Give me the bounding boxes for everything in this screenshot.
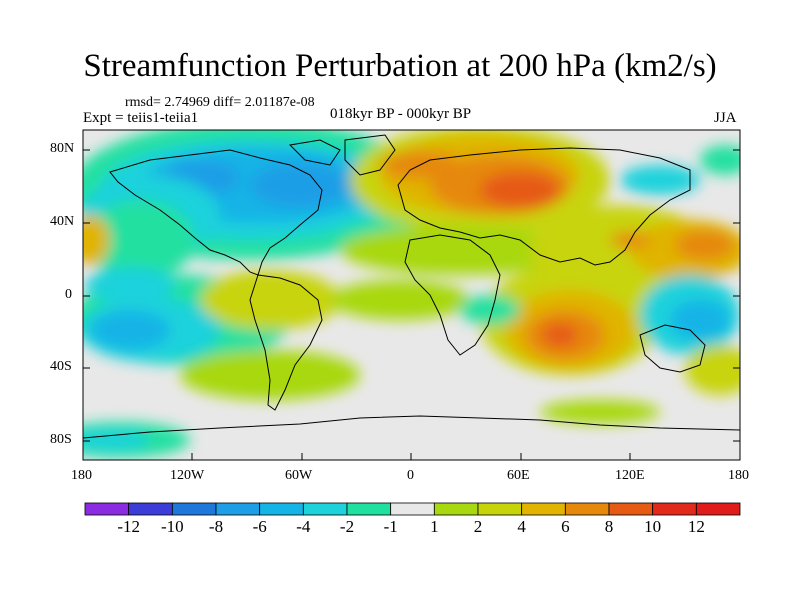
season-label: JJA	[714, 110, 737, 126]
colorbar-swatch	[215, 502, 261, 516]
colorbar-label: -2	[339, 517, 355, 536]
colorbar-label: 12	[687, 517, 705, 536]
y-tick-label: 80S	[50, 432, 72, 447]
contour-field	[83, 130, 740, 460]
colorbar-label: 1	[430, 517, 439, 536]
colorbar-swatch	[477, 502, 523, 516]
colorbar-swatch	[390, 502, 435, 516]
x-tick-label: 0	[407, 468, 414, 483]
period-label: 018kyr BP - 000kyr BP	[330, 106, 472, 122]
colorbar-label: 10	[644, 517, 662, 536]
colorbar-swatch	[259, 502, 304, 516]
stats-text: rmsd= 2.74969 diff= 2.01187e-08	[125, 95, 315, 110]
colorbar-label: 6	[561, 517, 570, 536]
x-tick-label: 60W	[285, 468, 313, 483]
x-tick-label: 60E	[507, 468, 530, 483]
experiment-label: Expt = teiis1-teiia1	[83, 110, 199, 126]
colorbar-label: 2	[473, 517, 483, 536]
colorbar-swatch	[433, 502, 479, 516]
x-tick-label: 180	[71, 468, 92, 483]
colorbar-swatch	[608, 502, 654, 516]
plot-title: Streamfunction Perturbation at 200 hPa (…	[83, 48, 717, 84]
x-tick-label: 180	[728, 468, 749, 483]
colorbar-swatch	[128, 502, 173, 516]
colorbar-label: 4	[517, 517, 526, 536]
x-tick-label: 120E	[615, 468, 645, 483]
y-tick-label: 40S	[50, 359, 72, 374]
y-tick-label: 80N	[50, 141, 75, 156]
colorbar-label: 8	[604, 517, 614, 536]
colorbar-label: -12	[117, 517, 140, 536]
colorbar-label: -1	[383, 517, 398, 536]
coastlines	[83, 134, 740, 439]
colorbar-swatch	[695, 502, 741, 516]
colorbar-swatch	[564, 502, 610, 516]
colorbar-label: -8	[208, 517, 224, 536]
colorbar-swatch	[84, 502, 130, 516]
axis-ticks	[82, 149, 741, 460]
colorbar-swatch	[521, 502, 566, 516]
colorbar-swatch	[346, 502, 392, 516]
colorbar	[84, 502, 741, 516]
colorbar-label: -4	[296, 517, 311, 536]
colorbar-label: -6	[252, 517, 267, 536]
x-tick-label: 120W	[170, 468, 205, 483]
colorbar-swatch	[652, 502, 697, 516]
colorbar-swatch	[302, 502, 348, 516]
colorbar-swatch	[171, 502, 217, 516]
y-tick-label: 40N	[50, 214, 75, 229]
colorbar-label: -10	[160, 517, 184, 536]
y-tick-label: 0	[65, 287, 72, 302]
